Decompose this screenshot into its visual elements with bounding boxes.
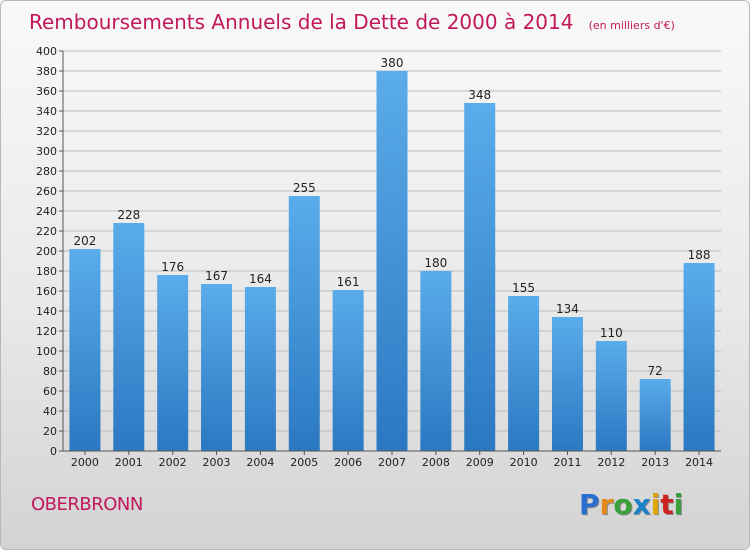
value-label-2013: 72 [648,364,663,378]
bar-2002 [157,275,189,451]
logo-letter-6: i [673,488,684,521]
y-tick-label-20: 20 [43,425,57,438]
y-tick-label-240: 240 [36,205,57,218]
chart-subtitle: (en milliers d'€) [589,19,675,32]
value-label-2012: 110 [600,326,623,340]
y-tick-label-40: 40 [43,405,57,418]
y-tick-label-380: 380 [36,65,57,78]
bar-2004 [244,287,276,451]
y-tick-label-0: 0 [50,445,57,458]
value-label-2008: 180 [424,256,447,270]
y-tick-label-160: 160 [36,285,57,298]
y-tick-label-280: 280 [36,165,57,178]
x-tick-label-2009: 2009 [466,456,494,469]
y-tick-label-360: 360 [36,85,57,98]
value-label-2010: 155 [512,281,535,295]
value-label-2009: 348 [468,88,491,102]
bar-2000 [69,249,101,451]
axes: 0 20 40 60 80 100 120 140 160 180 200 220 240 260 280 3… [36,45,721,469]
x-tick-label-2008: 2008 [422,456,450,469]
value-label-2002: 176 [161,260,184,274]
value-label-2003: 167 [205,269,228,283]
x-tick-label-2013: 2013 [641,456,669,469]
y-tick-label-100: 100 [36,345,57,358]
y-tick-label-120: 120 [36,325,57,338]
x-tick-label-2000: 2000 [71,456,99,469]
x-tick-label-2007: 2007 [378,456,406,469]
bar-2012 [595,341,627,451]
x-tick-label-2012: 2012 [597,456,625,469]
y-tick-label-260: 260 [36,185,57,198]
x-tick-label-2005: 2005 [290,456,318,469]
bar-2010 [508,296,540,451]
value-label-2011: 134 [556,302,579,316]
x-tick-label-2004: 2004 [246,456,274,469]
logo-letter-1: r [599,488,614,521]
value-label-2007: 380 [381,56,404,70]
value-label-2004: 164 [249,272,272,286]
bar-2008 [420,271,452,451]
y-tick-label-80: 80 [43,365,57,378]
logo-letter-5: t [660,488,674,521]
bar-2011 [551,317,583,451]
proxiti-logo: Proxiti [579,488,683,521]
commune-name: OBERBRONN [31,494,143,515]
logo-letter-3: x [632,488,651,521]
value-label-2006: 161 [337,275,360,289]
x-tick-label-2002: 2002 [159,456,187,469]
bar-2006 [332,290,364,451]
x-tick-label-2010: 2010 [510,456,538,469]
bars: 202 228 176 167 164 255 161 380 180 348 155 134 110 7… [69,56,715,451]
logo-letter-0: P [579,488,600,521]
bar-2009 [464,103,496,451]
y-tick-label-340: 340 [36,105,57,118]
x-tick-label-2014: 2014 [685,456,713,469]
logo-letter-2: o [613,488,633,521]
x-tick-label-2006: 2006 [334,456,362,469]
y-tick-label-140: 140 [36,305,57,318]
bar-2003 [201,284,233,451]
value-label-2014: 188 [688,248,711,262]
bar-2013 [639,379,671,451]
logo-letter-4: i [650,488,661,521]
bar-2014 [683,263,715,451]
y-tick-label-320: 320 [36,125,57,138]
y-tick-label-200: 200 [36,245,57,258]
y-tick-label-220: 220 [36,225,57,238]
x-tick-label-2003: 2003 [203,456,231,469]
value-label-2001: 228 [117,208,140,222]
bar-2005 [288,196,320,451]
x-tick-label-2001: 2001 [115,456,143,469]
chart-title: Remboursements Annuels de la Dette de 20… [29,10,675,34]
value-label-2005: 255 [293,181,316,195]
y-tick-label-180: 180 [36,265,57,278]
y-tick-label-300: 300 [36,145,57,158]
bar-2001 [113,223,145,451]
value-label-2000: 202 [73,234,96,248]
y-tick-label-60: 60 [43,385,57,398]
y-tick-label-400: 400 [36,45,57,58]
x-tick-label-2011: 2011 [553,456,581,469]
chart-title-main: Remboursements Annuels de la Dette de 20… [29,10,573,34]
bar-2007 [376,71,408,451]
